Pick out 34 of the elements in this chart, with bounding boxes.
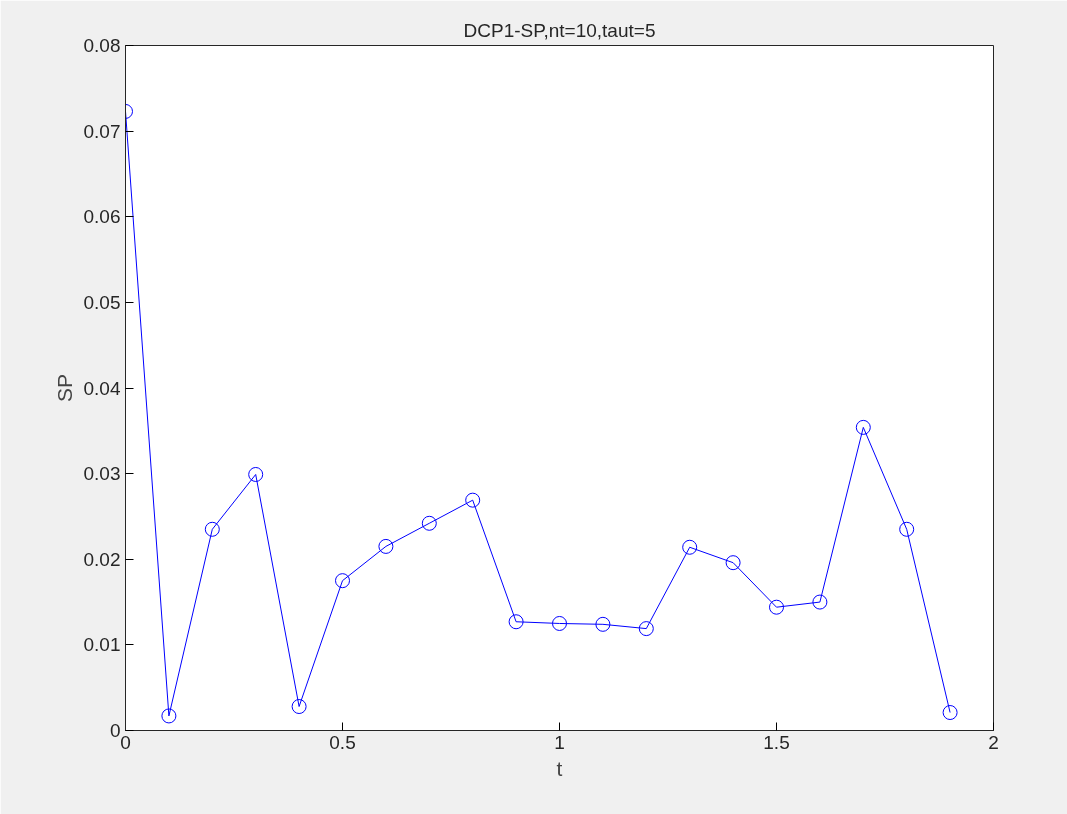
point bbox=[291, 699, 307, 715]
point bbox=[552, 615, 567, 631]
point bbox=[682, 539, 698, 555]
point bbox=[812, 594, 828, 610]
point bbox=[335, 573, 350, 589]
point bbox=[942, 705, 958, 720]
x-tick-label: 2 bbox=[988, 731, 999, 753]
y-tick-label: 0.05 bbox=[83, 291, 121, 313]
point bbox=[248, 467, 264, 482]
point bbox=[725, 555, 741, 571]
y-axis-title: SP bbox=[52, 373, 76, 403]
point bbox=[378, 538, 394, 554]
y-tick-label: 0.07 bbox=[83, 120, 121, 142]
point bbox=[161, 708, 177, 724]
point bbox=[899, 521, 915, 537]
y-tick-label: 0.04 bbox=[83, 377, 121, 399]
point bbox=[204, 521, 220, 537]
x-axis-title: t bbox=[556, 756, 563, 780]
x-tick-label: 1.5 bbox=[763, 731, 790, 753]
point bbox=[595, 616, 611, 632]
point bbox=[769, 599, 784, 615]
x-tick-label: 0.5 bbox=[329, 731, 356, 753]
point bbox=[421, 515, 437, 531]
point bbox=[638, 621, 654, 637]
point bbox=[465, 492, 481, 508]
y-tick-label: 0.02 bbox=[83, 548, 121, 570]
point bbox=[855, 419, 871, 435]
y-tick-label: 0.03 bbox=[83, 463, 121, 485]
chart-title: DCP1-SP,nt=10,taut=5 bbox=[463, 19, 656, 41]
x-tick-label: 1 bbox=[554, 731, 565, 753]
y-tick-label: 0.06 bbox=[83, 206, 121, 228]
point bbox=[508, 614, 524, 630]
y-tick-label: 0.08 bbox=[83, 35, 121, 56]
y-tick-label: 0.01 bbox=[83, 634, 121, 656]
